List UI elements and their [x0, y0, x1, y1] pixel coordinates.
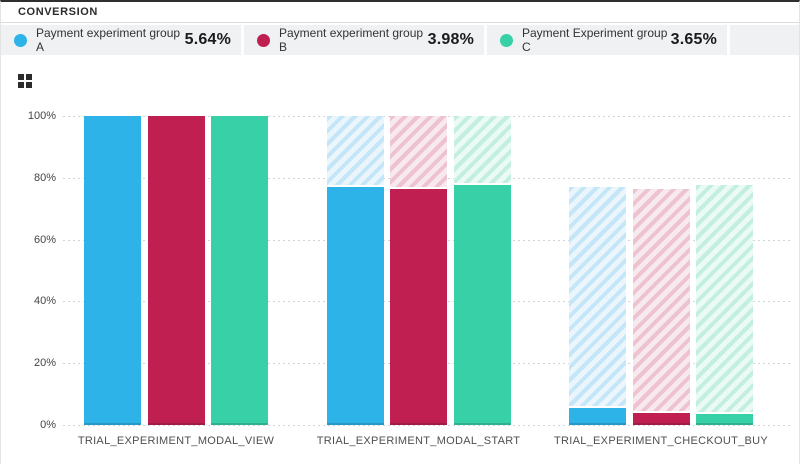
bar-solid-segment[interactable]	[84, 116, 141, 425]
legend: Payment experiment group A 5.64% Payment…	[1, 25, 799, 55]
legend-item-group-a[interactable]: Payment experiment group A 5.64%	[1, 25, 241, 55]
bar-ghost-segment[interactable]	[326, 116, 384, 186]
y-axis-tick: 60%	[33, 233, 56, 246]
legend-label: Payment experiment group B	[279, 26, 424, 54]
y-axis-tick: 20%	[33, 357, 56, 370]
grid-view-icon[interactable]	[18, 74, 33, 89]
x-axis-category-label: TRIAL_EXPERIMENT_MODAL_VIEW	[77, 435, 275, 447]
bar-ghost-segment[interactable]	[390, 116, 447, 187]
x-axis-category-label: TRIAL_EXPERIMENT_MODAL_START	[316, 435, 521, 447]
x-axis-category-label: TRIAL_EXPERIMENT_CHECKOUT_BUY	[553, 435, 769, 447]
y-axis-tick: 40%	[33, 295, 56, 308]
legend-value: 3.65%	[670, 31, 717, 48]
gridline	[63, 425, 793, 426]
bar-ghost-segment[interactable]	[569, 187, 626, 406]
legend-label: Payment Experiment group C	[522, 26, 668, 54]
bar-solid-segment[interactable]	[632, 412, 690, 425]
legend-label: Payment experiment group A	[36, 26, 181, 54]
y-axis-tick: 0%	[40, 419, 56, 431]
group-c-dot-icon	[500, 33, 513, 47]
bar-solid-segment[interactable]	[569, 407, 626, 425]
bar-solid-segment[interactable]	[390, 188, 447, 425]
panel-title: CONVERSION	[18, 6, 98, 18]
bar-ghost-segment[interactable]	[632, 188, 690, 411]
bar-ghost-segment[interactable]	[696, 184, 753, 412]
legend-item-group-b[interactable]: Payment experiment group B 3.98%	[244, 25, 484, 55]
legend-item-group-c[interactable]: Payment Experiment group C 3.65%	[487, 25, 727, 55]
bar-solid-segment[interactable]	[453, 184, 511, 425]
bar-solid-segment[interactable]	[696, 413, 753, 425]
panel-header: CONVERSION	[1, 2, 799, 23]
bar-solid-segment[interactable]	[147, 116, 205, 425]
legend-empty-cell	[730, 25, 799, 55]
y-axis-tick: 100%	[27, 110, 56, 122]
funnel-bar-chart: 100% 80% 60% 40% 20% 0% TRIAL_EXPERIMENT…	[1, 55, 799, 464]
bar-solid-segment[interactable]	[326, 187, 384, 425]
y-axis-tick: 80%	[33, 171, 56, 184]
bar-ghost-segment[interactable]	[453, 116, 511, 183]
legend-value: 5.64%	[184, 31, 231, 48]
legend-value: 3.98%	[427, 31, 474, 48]
bar-solid-segment[interactable]	[211, 116, 268, 425]
group-a-dot-icon	[14, 33, 27, 47]
group-b-dot-icon	[257, 33, 270, 47]
